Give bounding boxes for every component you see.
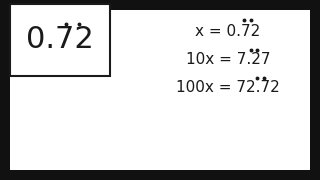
Text: x = 0.72: x = 0.72 bbox=[196, 24, 260, 39]
Text: 100x = 72.72: 100x = 72.72 bbox=[176, 80, 280, 96]
Text: 0.72: 0.72 bbox=[26, 26, 94, 55]
Bar bbox=[10, 4, 110, 76]
Bar bbox=[10, 10, 310, 170]
Text: 10x = 7.27: 10x = 7.27 bbox=[186, 53, 270, 68]
